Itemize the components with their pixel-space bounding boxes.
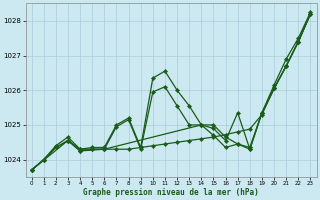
X-axis label: Graphe pression niveau de la mer (hPa): Graphe pression niveau de la mer (hPa) — [83, 188, 259, 197]
